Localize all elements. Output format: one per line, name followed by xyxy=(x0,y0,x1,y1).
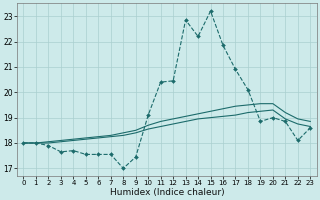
X-axis label: Humidex (Indice chaleur): Humidex (Indice chaleur) xyxy=(109,188,224,197)
